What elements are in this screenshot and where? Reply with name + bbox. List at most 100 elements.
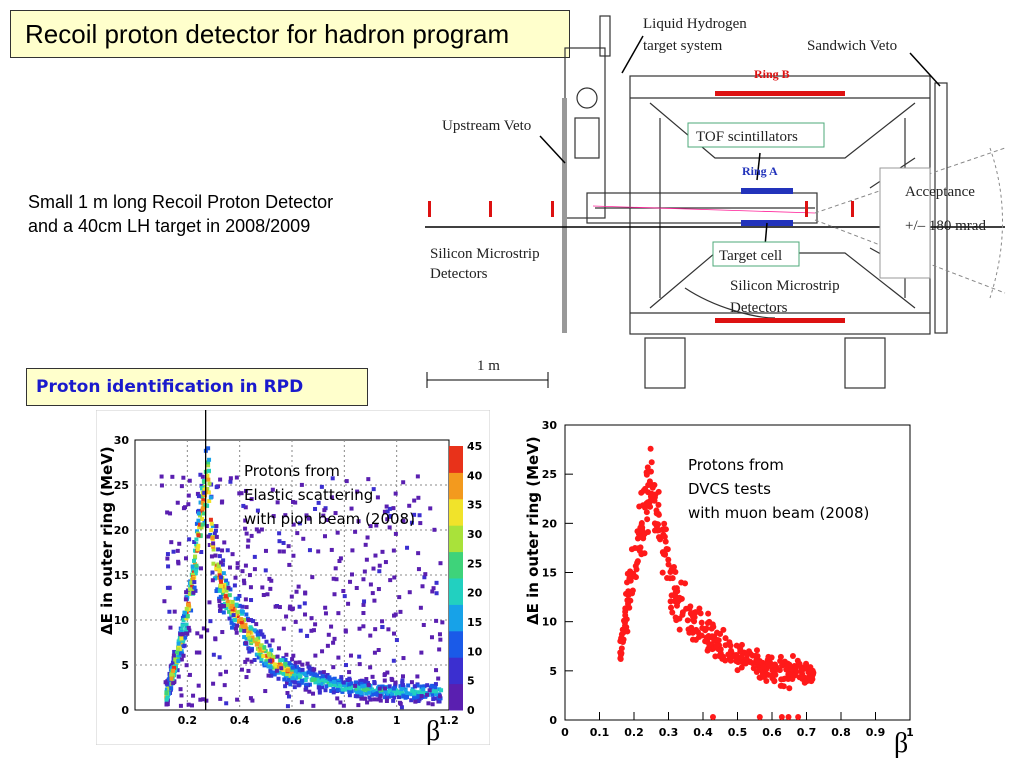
chart1-cell xyxy=(389,676,394,681)
chart1-cell xyxy=(218,577,223,582)
chart1-cell xyxy=(341,683,346,688)
chart1-cell xyxy=(303,671,308,676)
chart2-point xyxy=(622,612,629,619)
chart1-cell xyxy=(218,672,223,677)
chart1-cell xyxy=(356,519,361,524)
chart1-cell xyxy=(214,534,219,539)
chart1-cell xyxy=(399,705,404,710)
chart2-point xyxy=(664,546,671,553)
chart2-point xyxy=(777,653,784,660)
chart1-cell xyxy=(338,700,343,705)
chart2-point xyxy=(673,602,680,609)
chart1-cell xyxy=(213,528,218,533)
chart1-cell xyxy=(243,526,248,531)
chart1-cell xyxy=(235,697,240,702)
chart1-colorbar-tick: 20 xyxy=(467,587,483,600)
chart1-ytick: 10 xyxy=(114,614,130,627)
chart1-cell xyxy=(284,614,289,619)
chart1-cell xyxy=(433,682,438,687)
chart1-ytick: 25 xyxy=(114,479,129,492)
chart1-cell xyxy=(380,619,385,624)
chart1-cell xyxy=(196,511,201,516)
chart1-cell xyxy=(384,504,389,509)
chart1-cell xyxy=(400,683,405,688)
chart1-cell xyxy=(166,677,171,682)
chart1-cell xyxy=(394,638,399,643)
chart1-cell xyxy=(337,559,342,564)
chart2-point xyxy=(618,650,625,657)
chart1-cell xyxy=(324,684,329,689)
chart1-cell xyxy=(217,596,222,601)
chart1-cell xyxy=(390,691,395,696)
chart1-cell xyxy=(335,530,340,535)
chart1-cell xyxy=(189,703,194,708)
chart1-cell xyxy=(204,698,209,703)
chart1-cell xyxy=(355,690,360,695)
chart2-point xyxy=(760,672,767,679)
chart1-cell xyxy=(248,696,253,701)
chart1-cell xyxy=(182,610,187,615)
chart1-cell xyxy=(247,649,252,654)
chart1-cell xyxy=(419,684,424,689)
chart1-cell xyxy=(413,699,418,704)
chart1-cell xyxy=(282,677,287,682)
chart2-point xyxy=(791,672,798,679)
chart1-cell xyxy=(429,635,434,640)
chart1-cell xyxy=(230,600,235,605)
chart1-cell xyxy=(179,657,184,662)
chart2-point xyxy=(780,683,787,690)
chart1-cell xyxy=(385,670,390,675)
chart1-cell xyxy=(234,475,239,480)
chart2-point xyxy=(722,642,729,649)
chart1-cell xyxy=(182,643,187,648)
chart2-ticks: 0 5 10 15 20 25 30 0 0.1 0.2 0.3 0.4 0.5 0.6 0.7 0.8 0.9… xyxy=(542,419,914,739)
chart1-xtick: 0.6 xyxy=(282,714,302,727)
chart1-cell xyxy=(209,554,214,559)
chart1-cell xyxy=(209,521,214,526)
chart1-cell xyxy=(391,686,396,691)
chart1-cell xyxy=(378,693,383,698)
chart1-cell xyxy=(277,531,282,536)
chart1-cell xyxy=(260,632,265,637)
chart1-cell xyxy=(225,602,230,607)
chart2-point xyxy=(717,630,724,637)
chart1-cell xyxy=(249,497,254,502)
chart1-cell xyxy=(363,542,368,547)
chart1-cell xyxy=(418,605,423,610)
chart1-colorbar-segment xyxy=(449,472,463,500)
chart2-point xyxy=(655,501,662,508)
chart1-cell xyxy=(211,547,216,552)
chart2-point xyxy=(709,621,716,628)
chart2-point xyxy=(731,653,738,660)
chart1-cell xyxy=(376,697,381,702)
chart1-cell xyxy=(256,655,261,660)
chart2-point xyxy=(659,526,666,533)
chart1-cell xyxy=(393,491,398,496)
chart1-cell xyxy=(194,521,199,526)
chart1-cell xyxy=(393,684,398,689)
chart1-cell xyxy=(382,695,387,700)
chart1-cell xyxy=(391,506,396,511)
chart1-cell xyxy=(256,642,261,647)
chart1-cell xyxy=(190,572,195,577)
chart1-cell xyxy=(200,506,205,511)
chart1-cell xyxy=(205,486,210,491)
chart1-cell xyxy=(260,585,265,590)
chart1-cell xyxy=(194,568,199,573)
chart1-cell xyxy=(382,509,387,514)
chart1-cell xyxy=(423,572,428,577)
chart1-cell xyxy=(288,682,293,687)
chart1-cell xyxy=(244,675,249,680)
chart1-cell xyxy=(332,636,337,641)
chart1-cell xyxy=(387,684,392,689)
chart1-cell xyxy=(227,602,232,607)
chart1-cell xyxy=(170,474,175,479)
chart1-cell xyxy=(208,619,213,624)
chart2-point xyxy=(686,605,693,612)
chart1-cell xyxy=(214,588,219,593)
chart1-cell xyxy=(281,671,286,676)
chart1-cell xyxy=(359,681,364,686)
chart1-cell xyxy=(368,697,373,702)
chart1-cell xyxy=(221,610,226,615)
chart1-cell xyxy=(184,590,189,595)
